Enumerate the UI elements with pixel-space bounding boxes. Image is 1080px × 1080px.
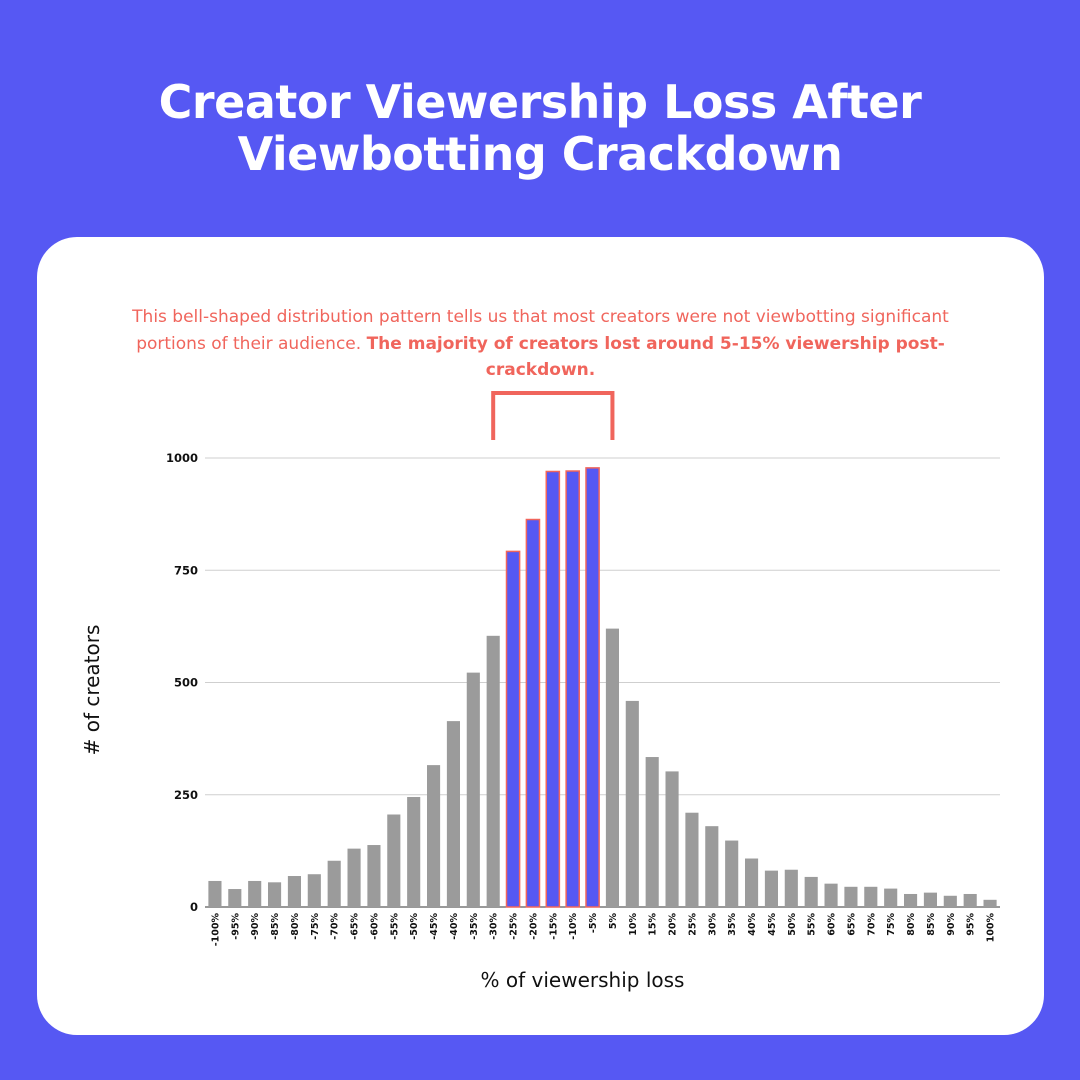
bar — [904, 893, 918, 907]
bars — [208, 467, 997, 908]
bar — [605, 628, 619, 907]
x-tick-label: 95% — [966, 913, 977, 936]
y-tick-label: 0 — [190, 900, 198, 914]
bar — [804, 876, 818, 907]
x-tick-label: 55% — [807, 913, 818, 936]
title-line-2: Viewbotting Crackdown — [237, 127, 843, 181]
x-tick-label: -95% — [230, 913, 241, 940]
y-axis-title: # of creators — [80, 625, 104, 756]
y-tick-label: 1000 — [166, 451, 198, 465]
x-tick-label: -80% — [290, 913, 301, 940]
bar — [525, 518, 541, 908]
chart-title: Creator Viewership Loss After Viewbottin… — [0, 76, 1080, 180]
title-line-1: Creator Viewership Loss After — [158, 75, 922, 129]
bar — [983, 899, 997, 907]
x-tick-labels: -100% -95% -90% -85% -80% -75% -70% -65% -60% -55… — [210, 913, 996, 947]
y-tick-labels: 0 250 500 750 1000 — [166, 451, 198, 914]
bar — [486, 635, 500, 907]
x-tick-label: -35% — [469, 913, 480, 940]
y-tick-label: 750 — [174, 563, 198, 577]
bar — [407, 796, 421, 907]
highlight-bracket — [491, 391, 615, 440]
x-tick-label: 65% — [846, 913, 857, 936]
bar — [427, 765, 441, 907]
bar — [585, 467, 600, 908]
bar — [248, 880, 262, 907]
bar — [347, 848, 361, 907]
x-axis-title: % of viewership loss — [481, 968, 685, 992]
bar — [884, 888, 898, 907]
x-tick-label: -65% — [350, 913, 361, 940]
bar — [287, 876, 301, 907]
x-tick-label: -30% — [489, 913, 500, 940]
x-tick-label: -100% — [210, 913, 221, 947]
bar — [327, 860, 341, 907]
x-tick-label: -25% — [509, 913, 520, 940]
x-tick-label: -50% — [409, 913, 420, 940]
bar — [824, 883, 838, 907]
bar — [625, 700, 639, 907]
grid-lines — [205, 457, 1000, 908]
bar — [208, 880, 222, 907]
x-tick-label: -70% — [330, 913, 341, 940]
bar — [367, 845, 381, 907]
x-tick-label: 60% — [827, 913, 838, 936]
x-tick-label: 10% — [628, 913, 639, 936]
x-tick-label: -85% — [270, 913, 281, 940]
bar — [844, 886, 858, 907]
bar — [645, 757, 659, 907]
y-tick-label: 250 — [174, 788, 198, 802]
x-tick-label: 20% — [668, 913, 679, 936]
bar — [545, 470, 561, 908]
bar — [963, 893, 977, 907]
bar — [228, 889, 242, 907]
bar — [745, 858, 759, 907]
x-tick-label: 50% — [787, 913, 798, 936]
x-tick-label: 25% — [687, 913, 698, 936]
bar — [725, 840, 739, 907]
bar — [685, 812, 699, 907]
x-tick-label: -60% — [369, 913, 380, 940]
x-tick-label: 90% — [946, 913, 957, 936]
bar — [466, 672, 480, 907]
bar — [784, 869, 798, 907]
x-tick-label: -55% — [389, 913, 400, 940]
x-tick-label: -10% — [568, 913, 579, 940]
x-tick-label: -40% — [449, 913, 460, 940]
bar — [943, 895, 957, 907]
bar — [505, 550, 521, 908]
bar — [923, 892, 937, 907]
bar — [764, 870, 778, 907]
x-tick-label: -90% — [250, 913, 261, 940]
x-tick-label: 80% — [906, 913, 917, 936]
x-tick-label: 35% — [727, 913, 738, 936]
bar — [705, 826, 719, 907]
annotation-regular: This bell-shaped distribution pattern te… — [132, 307, 949, 354]
bar — [864, 886, 878, 907]
x-tick-label: -20% — [528, 913, 539, 940]
x-tick-label: -75% — [310, 913, 321, 940]
y-tick-label: 500 — [174, 676, 198, 690]
bar — [387, 814, 401, 907]
x-tick-label: -15% — [548, 913, 559, 940]
x-tick-label: 40% — [747, 913, 758, 936]
x-tick-label: 30% — [707, 913, 718, 936]
x-tick-label: 15% — [648, 913, 659, 936]
x-tick-label: -5% — [588, 913, 599, 934]
x-tick-label: 100% — [986, 913, 997, 943]
x-tick-label: -45% — [429, 913, 440, 940]
bar — [446, 721, 460, 907]
bar — [268, 882, 282, 907]
bar — [665, 771, 679, 907]
annotation-bold: The majority of creators lost around 5-1… — [366, 333, 945, 381]
bar — [565, 470, 580, 908]
x-tick-label: 75% — [886, 913, 897, 936]
annotation-text: This bell-shaped distribution pattern te… — [127, 304, 954, 384]
x-tick-label: 85% — [926, 913, 937, 936]
x-tick-label: 45% — [767, 913, 778, 936]
bar — [307, 874, 321, 907]
x-tick-label: 5% — [608, 913, 619, 930]
x-tick-label: 70% — [866, 913, 877, 936]
